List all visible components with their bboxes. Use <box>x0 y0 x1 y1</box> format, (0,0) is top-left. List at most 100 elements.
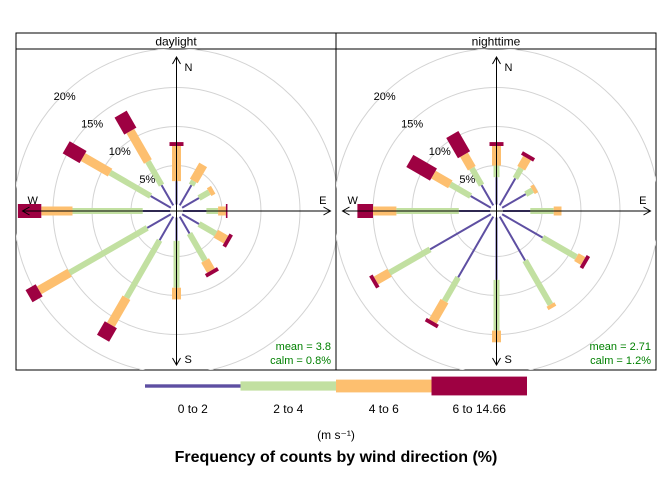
petal-daylight-240-bin0 <box>146 213 172 229</box>
calm-text-daylight: calm = 0.8% <box>270 355 331 367</box>
petal-nighttime-30-bin3 <box>520 151 536 162</box>
mean-text-nighttime: mean = 2.71 <box>590 341 651 353</box>
arrow-W <box>341 206 350 216</box>
petal-nighttime-120-bin2 <box>574 253 586 265</box>
ring-label-20: 20% <box>374 91 396 103</box>
petal-daylight-300-bin3 <box>62 141 87 164</box>
petal-nighttime-240-bin1 <box>388 246 432 276</box>
petal-daylight-330-bin2 <box>126 128 152 164</box>
cardinal-label-S: S <box>185 354 192 366</box>
petal-daylight-300-bin1 <box>108 170 153 199</box>
petal-daylight-330-bin3 <box>114 110 137 135</box>
ring-label-5: 5% <box>459 174 475 186</box>
petal-nighttime-150-bin2 <box>546 302 557 311</box>
petal-nighttime-240-bin2 <box>373 268 392 285</box>
petal-daylight-60-bin1 <box>197 189 211 201</box>
petal-daylight-240-bin1 <box>68 225 149 276</box>
petal-daylight-210-bin1 <box>123 238 163 300</box>
arrow-N <box>172 55 181 65</box>
petal-nighttime-330-bin0 <box>480 184 495 206</box>
petal-daylight-120-bin1 <box>197 221 218 237</box>
mean-text-daylight: mean = 3.8 <box>276 341 331 353</box>
petal-daylight-330-bin0 <box>160 184 175 206</box>
panels: daylight N E S W 5% 10% 15% 20% mean = 3.8 calm = … <box>15 32 657 371</box>
ring-label-10: 10% <box>109 146 131 158</box>
ring-label-15: 15% <box>81 119 103 131</box>
petal-daylight-300-bin0 <box>150 195 172 209</box>
petal-daylight-120-bin3 <box>222 233 233 248</box>
arrow-E <box>323 206 332 216</box>
petal-nighttime-150-bin1 <box>522 259 554 306</box>
petal-nighttime-60-bin1 <box>524 187 535 197</box>
arrow-S <box>172 357 181 367</box>
petal-daylight-210-bin0 <box>158 216 175 241</box>
petal-nighttime-60-bin2 <box>530 184 539 195</box>
calm-text-nighttime: calm = 1.2% <box>590 355 651 367</box>
legend-label-4-to-6: 4 to 6 <box>369 402 399 416</box>
petal-nighttime-30-bin0 <box>498 177 517 206</box>
petal-daylight-210-bin2 <box>106 295 131 327</box>
petal-daylight-150-bin1 <box>186 232 208 263</box>
petal-nighttime-210-bin2 <box>428 298 449 324</box>
petal-nighttime-30-bin1 <box>512 166 524 180</box>
panel-body: N E S W 5% 10% 15% 20% <box>16 49 336 370</box>
petal-nighttime-300-bin0 <box>470 195 492 209</box>
legend: 0 to 2 2 to 4 4 to 6 6 to 14.66 <box>145 376 527 416</box>
petal-nighttime-330-bin3 <box>446 130 471 159</box>
petal-nighttime-210-bin3 <box>424 317 439 329</box>
cardinal-label-N: N <box>185 62 193 74</box>
legend-label-6-to-max: 6 to 14.66 <box>453 402 507 416</box>
petal-nighttime-300-bin3 <box>406 154 437 181</box>
cardinal-label-N: N <box>505 62 513 74</box>
petal-daylight-240-bin3 <box>25 284 43 303</box>
units-label: (m s⁻¹) <box>317 428 355 442</box>
legend-label-0-to-2: 0 to 2 <box>178 402 208 416</box>
petal-daylight-30-bin0 <box>178 184 193 206</box>
petal-nighttime-210-bin0 <box>457 216 495 278</box>
arrow-N <box>492 55 501 65</box>
petal-nighttime-300-bin2 <box>431 170 453 189</box>
strip-label-daylight: daylight <box>155 35 197 49</box>
petal-daylight-150-bin2 <box>201 258 215 273</box>
petal-nighttime-240-bin3 <box>369 274 380 289</box>
legend-swatch-2 <box>336 379 432 393</box>
ring-label-15: 15% <box>401 119 423 131</box>
petal-daylight-150-bin3 <box>204 267 219 278</box>
petal-daylight-150-bin0 <box>178 216 191 235</box>
petal-daylight-30-bin2 <box>189 162 208 184</box>
legend-swatch-0 <box>145 384 241 388</box>
petal-daylight-330-bin1 <box>145 159 165 187</box>
cardinal-label-W: W <box>28 195 39 207</box>
petal-daylight-30-bin1 <box>188 179 197 187</box>
panel-daylight: daylight N E S W 5% 10% 15% 20% mean = 3.8 calm = … <box>15 32 337 371</box>
legend-label-2-to-4: 2 to 4 <box>273 402 303 416</box>
cardinal-label-W: W <box>348 195 359 207</box>
ring-label-20: 20% <box>54 91 76 103</box>
arrow-W <box>21 206 30 216</box>
cardinal-label-E: E <box>639 195 646 207</box>
petal-nighttime-120-bin0 <box>501 213 544 239</box>
cardinal-label-E: E <box>319 195 326 207</box>
petal-daylight-120-bin0 <box>181 213 200 225</box>
petal-daylight-60-bin0 <box>181 197 200 209</box>
ring-label-5: 5% <box>139 174 155 186</box>
petal-nighttime-330-bin1 <box>469 166 485 187</box>
chart-title: Frequency of counts by wind direction (%… <box>175 449 498 466</box>
legend-swatch-3 <box>431 376 527 396</box>
panel-nighttime: nighttime N E S W 5% 10% 15% 20% mean = 2.71 calm … <box>335 32 657 371</box>
petal-nighttime-330-bin2 <box>460 152 476 171</box>
panel-body: N E S W 5% 10% 15% 20% <box>336 49 656 370</box>
petal-nighttime-210-bin1 <box>441 275 461 303</box>
strip-label-nighttime: nighttime <box>472 35 521 49</box>
petal-nighttime-240-bin0 <box>429 213 492 251</box>
petal-daylight-210-bin3 <box>96 321 117 342</box>
petal-nighttime-30-bin2 <box>517 155 531 171</box>
petal-nighttime-300-bin1 <box>448 181 473 199</box>
cardinal-label-S: S <box>505 354 512 366</box>
legend-swatch-1 <box>240 381 336 391</box>
arrow-S <box>492 357 501 367</box>
petal-daylight-120-bin2 <box>213 229 229 244</box>
petal-daylight-60-bin2 <box>206 185 216 197</box>
ring-label-10: 10% <box>429 146 451 158</box>
